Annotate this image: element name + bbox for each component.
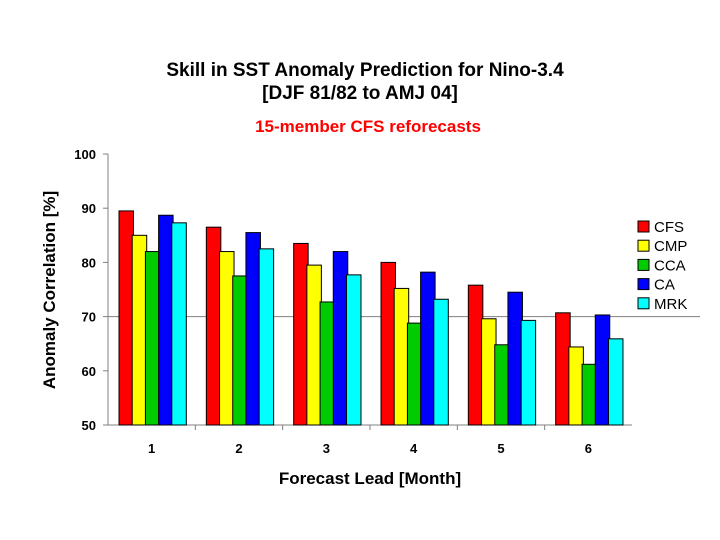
- bar-ca: [158, 214, 174, 426]
- bar-cmp: [568, 346, 584, 426]
- x-tick-label: 1: [148, 441, 155, 456]
- bar-cmp: [219, 251, 235, 426]
- bar-ca: [245, 232, 261, 426]
- y-tick-label: 100: [74, 147, 96, 162]
- legend-label-mrk: MRK: [654, 296, 687, 313]
- x-axis-label: Forecast Lead [Month]: [279, 469, 461, 488]
- bar-cca: [319, 301, 336, 426]
- bar-ca: [420, 271, 436, 426]
- legend-label-cfs: CFS: [654, 219, 684, 236]
- x-tick-label: 5: [497, 441, 504, 456]
- bar-cfs: [118, 210, 134, 426]
- bar-cfs: [555, 312, 571, 426]
- x-tick-label: 4: [410, 441, 418, 456]
- bar-cca: [494, 344, 510, 426]
- chart-title-line1: Skill in SST Anomaly Prediction for Nino…: [166, 60, 564, 81]
- legend: CFS CMP CCA CA MRK: [634, 214, 694, 316]
- bar-mrk: [607, 338, 624, 426]
- bar-cfs: [467, 284, 484, 426]
- legend-swatch-cca: [637, 258, 650, 271]
- y-tick-label: 70: [82, 310, 96, 325]
- chart-subtitle: 15-member CFS reforecasts: [255, 117, 481, 136]
- bar-mrk: [171, 222, 187, 426]
- bar-mrk: [433, 298, 449, 426]
- bar-ca: [332, 251, 349, 426]
- x-tick-label: 6: [585, 441, 592, 456]
- bar-cca: [144, 251, 161, 426]
- bar-cca: [581, 363, 598, 426]
- x-tick-label: 3: [323, 441, 330, 456]
- y-tick-label: 80: [82, 255, 96, 270]
- plot-area: 50 60 70 80 90 100 1 2 3 4 5 6: [74, 147, 700, 456]
- legend-swatch-cfs: [637, 220, 650, 233]
- x-tick-label: 2: [235, 441, 242, 456]
- y-tick-label: 50: [82, 418, 96, 433]
- bar-cca: [406, 322, 423, 426]
- bar-cmp: [481, 318, 497, 426]
- y-tick-label: 90: [82, 201, 96, 216]
- chart-title-line2: [DJF 81/82 to AMJ 04]: [262, 83, 458, 104]
- bar-cfs: [380, 261, 396, 426]
- bar-ca: [507, 291, 523, 426]
- bar-mrk: [345, 274, 362, 426]
- bar-cmp: [131, 234, 148, 426]
- y-axis-label: Anomaly Correlation [%]: [40, 191, 59, 389]
- bar-cmp: [393, 287, 410, 426]
- legend-swatch-mrk: [637, 297, 650, 310]
- bar-ca: [594, 314, 611, 426]
- bar-mrk: [258, 248, 275, 426]
- legend-label-cca: CCA: [654, 257, 686, 274]
- bar-cfs: [205, 226, 222, 426]
- legend-label-ca: CA: [654, 277, 675, 294]
- legend-label-cmp: CMP: [654, 238, 687, 255]
- bar-mrk: [520, 319, 537, 426]
- bar-cmp: [306, 264, 322, 426]
- bar-cca: [232, 275, 248, 426]
- legend-swatch-ca: [637, 278, 650, 291]
- y-tick-label: 60: [82, 364, 96, 379]
- bar-cfs: [293, 242, 309, 426]
- legend-swatch-cmp: [637, 239, 650, 252]
